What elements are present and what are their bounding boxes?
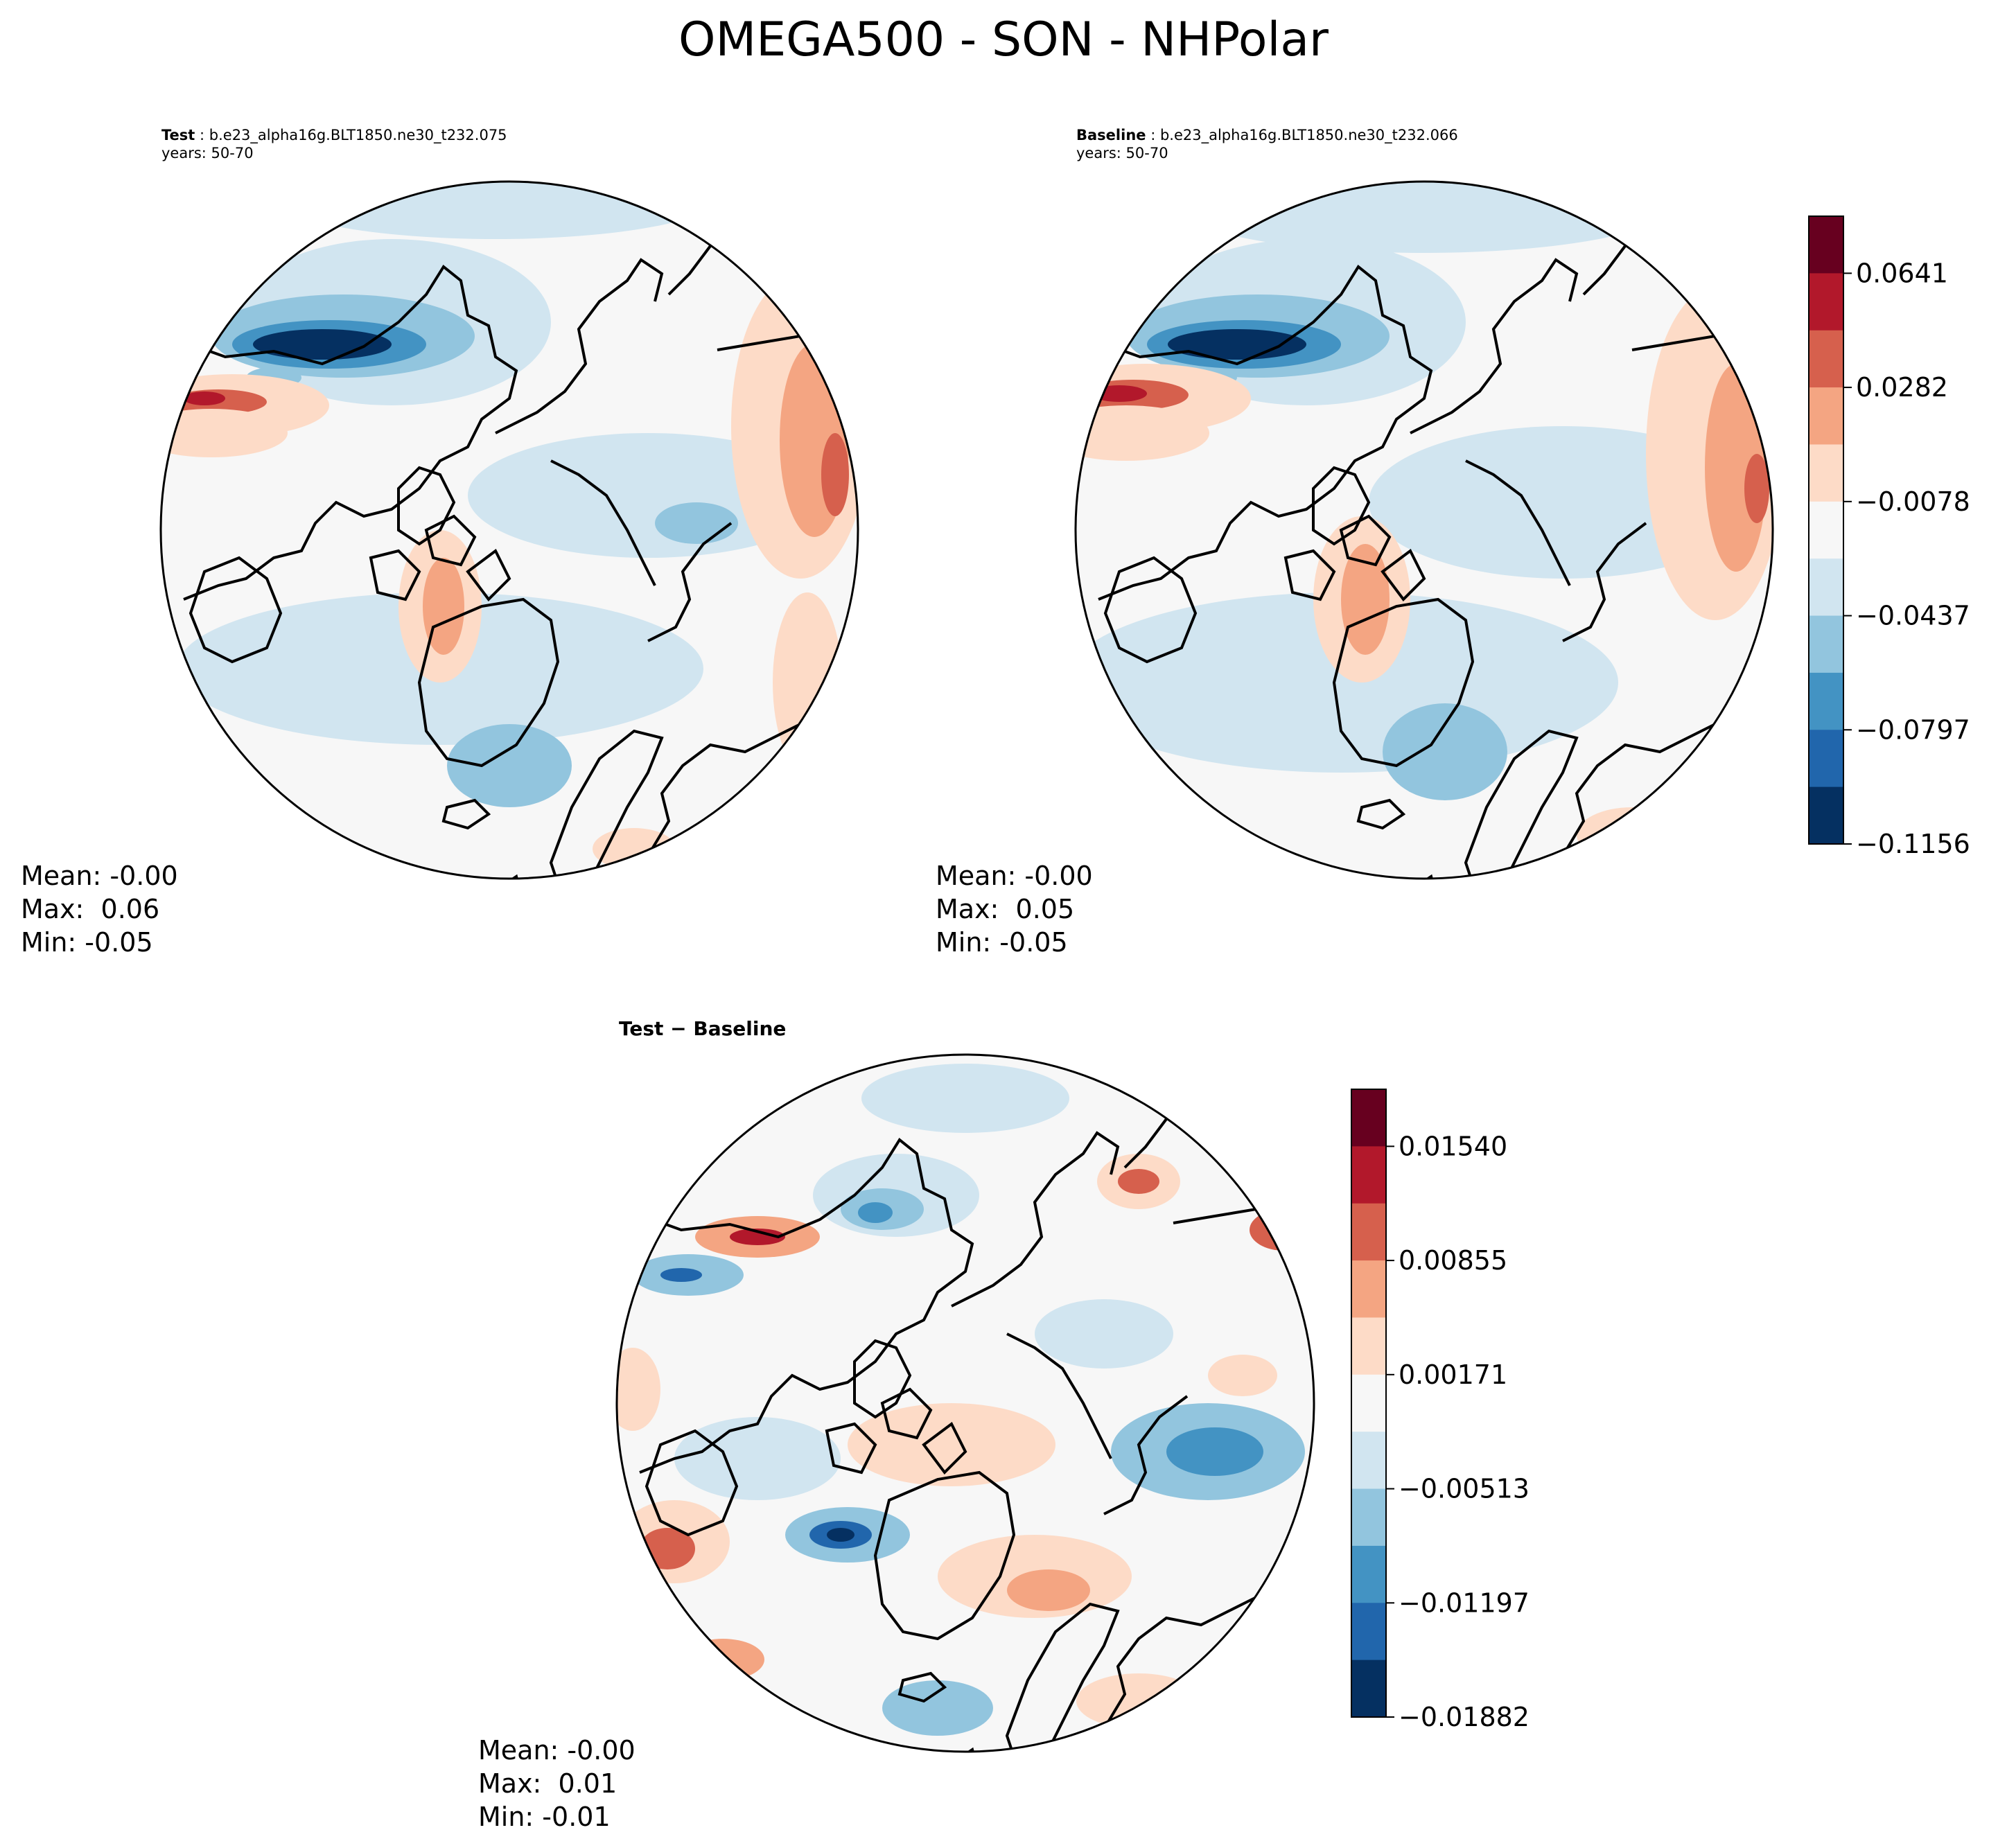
test-baseline-colorbar-segment	[1809, 444, 1843, 502]
test-baseline-colorbar-segment	[1809, 387, 1843, 445]
diff-colorbar-segment	[1351, 1146, 1386, 1204]
baseline-mean: Mean: -0.00	[936, 861, 1093, 891]
test-label: Test	[161, 127, 195, 143]
test-baseline-colorbar-segment	[1809, 501, 1843, 559]
diff-panel-title: Test − Baseline	[619, 1017, 787, 1040]
test-baseline-colorbar-segment	[1809, 330, 1843, 388]
diff-colorbar-segment	[1351, 1432, 1386, 1490]
diff-colorbar-tick-label: −0.00513	[1399, 1474, 1530, 1504]
diff-mean: Mean: -0.00	[478, 1735, 636, 1766]
test-baseline-colorbar-tick-label: −0.0437	[1856, 601, 1970, 631]
baseline-map-boundary	[1074, 180, 1774, 880]
diff-colorbar-segment	[1351, 1089, 1386, 1147]
test-baseline-colorbar-frame	[1808, 215, 1844, 845]
test-map	[159, 180, 859, 880]
test-map-boundary	[159, 180, 859, 880]
test-baseline-colorbar-segment	[1809, 558, 1843, 617]
test-mean: Mean: -0.00	[21, 861, 178, 891]
diff-colorbar-segment	[1351, 1660, 1386, 1718]
diff-colorbar-tick-label: 0.01540	[1399, 1131, 1507, 1161]
test-stats: Mean: -0.00 Max: 0.06 Min: -0.05	[21, 859, 178, 959]
diff-colorbar-segment	[1351, 1317, 1386, 1375]
figure-title: OMEGA500 - SON - NHPolar	[678, 12, 1329, 67]
diff-colorbar-tick-label: −0.01197	[1399, 1587, 1530, 1618]
test-baseline-colorbar: 0.0641 0.0282 −0.0078 −0.0437 −0.0797 −0.1156	[1808, 215, 1970, 859]
baseline-case-name: b.e23_alpha16g.BLT1850.ne30_t232.066	[1159, 127, 1458, 143]
diff-colorbar-segment	[1351, 1603, 1386, 1661]
test-baseline-colorbar-segment	[1809, 672, 1843, 730]
diff-map	[615, 1053, 1315, 1753]
test-baseline-colorbar-tick-label: −0.0078	[1856, 486, 1970, 517]
test-case-name: b.e23_alpha16g.BLT1850.ne30_t232.075	[209, 127, 507, 143]
diff-colorbar: 0.01540 0.00855 0.00171 −0.00513 −0.01197 −0.…	[1351, 1089, 1530, 1732]
test-baseline-colorbar-tick-label: 0.0282	[1856, 372, 1948, 403]
baseline-map	[1074, 180, 1774, 880]
diff-colorbar-segment	[1351, 1260, 1386, 1318]
diff-max: Max: 0.01	[478, 1768, 617, 1799]
test-baseline-colorbar-segment	[1809, 273, 1843, 331]
diff-colorbar-tick-label: −0.01882	[1399, 1702, 1530, 1732]
baseline-label: Baseline	[1076, 127, 1146, 143]
test-panel-header: Test : b.e23_alpha16g.BLT1850.ne30_t232.…	[161, 127, 507, 161]
test-baseline-colorbar-tick-label: 0.0641	[1856, 258, 1948, 288]
baseline-years: years: 50-70	[1076, 145, 1168, 161]
test-max: Max: 0.06	[21, 894, 160, 924]
diff-stats: Mean: -0.00 Max: 0.01 Min: -0.01	[478, 1734, 636, 1833]
baseline-stats: Mean: -0.00 Max: 0.05 Min: -0.05	[936, 859, 1093, 959]
test-years: years: 50-70	[161, 145, 254, 161]
diff-map-boundary	[615, 1053, 1315, 1753]
baseline-panel-header: Baseline : b.e23_alpha16g.BLT1850.ne30_t…	[1076, 127, 1458, 161]
baseline-min: Min: -0.05	[936, 927, 1068, 958]
test-baseline-colorbar-segment	[1809, 730, 1843, 788]
diff-colorbar-segment	[1351, 1374, 1386, 1432]
test-baseline-colorbar-segment	[1809, 216, 1843, 274]
baseline-max: Max: 0.05	[936, 894, 1075, 924]
test-baseline-colorbar-tick-label: −0.0797	[1856, 714, 1970, 745]
diff-colorbar-tick-label: 0.00855	[1399, 1245, 1507, 1276]
diff-colorbar-tick-label: 0.00171	[1399, 1359, 1507, 1390]
diff-colorbar-frame	[1351, 1089, 1387, 1718]
diff-colorbar-segment	[1351, 1203, 1386, 1261]
diff-min: Min: -0.01	[478, 1802, 611, 1832]
test-min: Min: -0.05	[21, 927, 153, 958]
test-baseline-colorbar-segment	[1809, 786, 1843, 845]
test-baseline-colorbar-tick-label: −0.1156	[1856, 829, 1970, 859]
diff-colorbar-segment	[1351, 1488, 1386, 1547]
diff-colorbar-segment	[1351, 1545, 1386, 1603]
test-baseline-colorbar-segment	[1809, 615, 1843, 674]
